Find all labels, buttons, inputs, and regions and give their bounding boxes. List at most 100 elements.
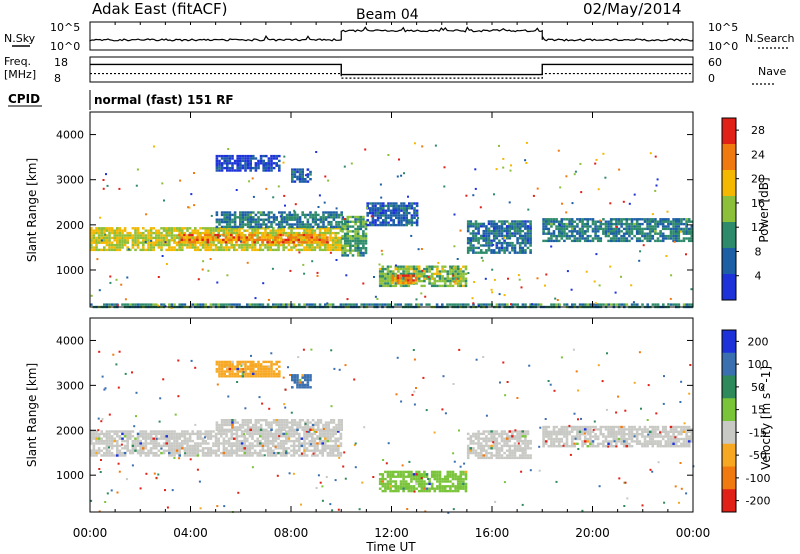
heatmap-cell xyxy=(327,216,330,219)
heatmap-cell xyxy=(329,451,332,455)
heatmap-cell xyxy=(188,233,191,237)
heatmap-cell xyxy=(599,430,603,433)
heatmap-cell xyxy=(303,454,306,457)
heatmap-cell xyxy=(277,430,280,433)
heatmap-cell xyxy=(290,449,293,452)
heatmap-cell xyxy=(238,454,241,457)
heatmap-cell xyxy=(204,303,207,306)
heatmap-cell xyxy=(677,225,681,228)
heatmap-cell xyxy=(228,428,232,431)
heatmap-cell xyxy=(314,423,317,427)
heatmap-cell xyxy=(233,444,236,448)
heatmap-cell xyxy=(651,220,655,223)
heatmap-cell xyxy=(337,454,340,457)
heatmap-cell xyxy=(389,303,392,306)
heatmap-cell xyxy=(214,435,218,438)
heatmap-cell xyxy=(269,430,272,433)
heatmap-cell xyxy=(356,239,360,243)
heatmap-cell xyxy=(386,275,390,278)
heatmap-cell xyxy=(314,421,317,424)
heatmap-speckle xyxy=(373,276,375,278)
heatmap-speckle xyxy=(370,215,373,218)
heatmap-cell xyxy=(121,236,124,240)
heatmap-cell xyxy=(472,249,475,252)
heatmap-speckle xyxy=(495,168,498,171)
heatmap-cell xyxy=(462,265,465,268)
heatmap-cell xyxy=(521,435,525,438)
heatmap-cell xyxy=(209,246,213,249)
heatmap-cell xyxy=(152,241,155,244)
heatmap-cell xyxy=(469,220,473,223)
heatmap-cell xyxy=(656,220,660,223)
heatmap-cell xyxy=(246,223,250,226)
heatmap-cell xyxy=(454,475,457,478)
heatmap-cell xyxy=(261,430,265,433)
heatmap-cell xyxy=(90,442,93,445)
heatmap-cell xyxy=(469,437,473,440)
heatmap-speckle xyxy=(226,274,229,277)
heatmap-cell xyxy=(97,231,101,235)
heatmap-cell xyxy=(305,233,308,237)
heatmap-cell xyxy=(201,437,205,440)
heatmap-cell xyxy=(100,454,103,457)
heatmap-cell xyxy=(212,449,215,452)
heatmap-cell xyxy=(557,442,561,445)
heatmap-cell xyxy=(359,215,363,219)
heatmap-cell xyxy=(225,432,228,436)
heatmap-cell xyxy=(399,303,402,306)
heatmap-cell xyxy=(318,432,322,436)
heatmap-cell xyxy=(503,239,506,242)
heatmap-cell xyxy=(170,447,174,450)
heatmap-cell xyxy=(436,477,439,481)
heatmap-cell xyxy=(168,229,171,232)
heatmap-cell xyxy=(334,454,337,457)
heatmap-cell xyxy=(384,211,388,215)
heatmap-cell xyxy=(304,426,307,429)
heatmap-cell xyxy=(162,432,166,436)
heatmap-cell xyxy=(374,202,377,205)
heatmap-cell xyxy=(95,449,98,452)
heatmap-cell xyxy=(314,223,317,226)
heatmap-cell xyxy=(594,227,597,231)
heatmap-cell xyxy=(296,428,299,431)
heatmap-cell xyxy=(227,236,230,239)
heatmap-cell xyxy=(236,421,239,424)
heatmap-cell xyxy=(464,267,468,271)
heatmap-cell xyxy=(547,425,551,429)
heatmap-cell xyxy=(285,218,289,221)
heatmap-cell xyxy=(295,439,298,443)
heatmap-cell xyxy=(565,428,569,431)
heatmap-cell xyxy=(394,475,398,478)
heatmap-cell xyxy=(331,248,335,252)
heatmap-cell xyxy=(526,454,530,457)
heatmap-cell xyxy=(672,227,675,231)
heatmap-speckle xyxy=(218,167,221,170)
heatmap-cell xyxy=(329,236,332,240)
heatmap-cell xyxy=(110,241,114,244)
heatmap-cell xyxy=(270,162,273,165)
heatmap-cell xyxy=(224,236,228,239)
heatmap-cell xyxy=(131,451,135,455)
heatmap-cell xyxy=(257,218,260,221)
heatmap-cell xyxy=(186,246,189,249)
heatmap-cell xyxy=(272,243,275,247)
y-tick-label: 2000 xyxy=(56,219,84,232)
heatmap-cell xyxy=(259,157,263,160)
heatmap-cell xyxy=(552,440,556,443)
heatmap-cell xyxy=(116,239,119,242)
heatmap-cell xyxy=(279,231,283,235)
heatmap-cell xyxy=(498,227,501,230)
heatmap-cell xyxy=(477,442,480,445)
heatmap-cell xyxy=(594,445,597,448)
heatmap-cell xyxy=(394,482,398,486)
heatmap-cell xyxy=(464,473,468,476)
heatmap-cell xyxy=(389,277,392,280)
heatmap-speckle xyxy=(443,166,446,169)
heatmap-cell xyxy=(314,218,317,221)
heatmap-cell xyxy=(362,230,365,233)
heatmap-cell xyxy=(656,239,660,243)
heatmap-cell xyxy=(557,239,561,243)
heatmap-cell xyxy=(230,449,233,452)
heatmap-cell xyxy=(487,227,491,230)
heatmap-cell xyxy=(183,439,187,443)
